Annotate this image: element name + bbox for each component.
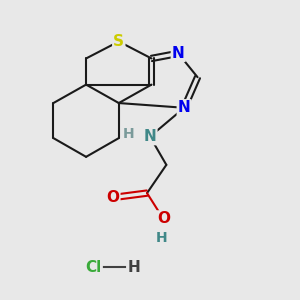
Text: N: N <box>178 100 190 115</box>
Text: S: S <box>113 34 124 49</box>
Text: H: H <box>156 231 168 245</box>
Text: H: H <box>123 127 134 141</box>
Text: O: O <box>106 190 119 205</box>
Text: H: H <box>127 260 140 275</box>
Text: O: O <box>157 212 170 226</box>
Text: N: N <box>172 46 184 61</box>
Text: Cl: Cl <box>85 260 102 275</box>
Text: N: N <box>144 129 156 144</box>
